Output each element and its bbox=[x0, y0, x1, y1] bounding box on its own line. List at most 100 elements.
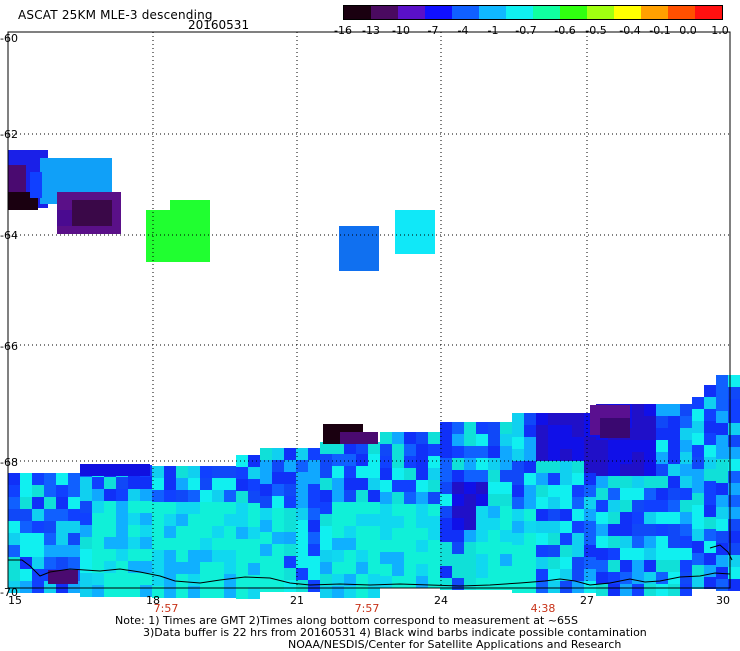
data-cell bbox=[464, 542, 476, 554]
data-cell bbox=[272, 472, 284, 484]
map-frame bbox=[7, 31, 731, 589]
data-cell bbox=[692, 469, 704, 481]
data-cell bbox=[116, 585, 128, 597]
data-cell bbox=[608, 584, 620, 596]
data-cell bbox=[524, 461, 536, 473]
data-cell bbox=[596, 452, 608, 464]
data-cell bbox=[464, 530, 476, 542]
data-cell bbox=[236, 551, 248, 563]
data-cell bbox=[8, 533, 20, 545]
data-cell bbox=[572, 497, 584, 509]
data-cell bbox=[92, 501, 104, 513]
data-cell bbox=[344, 538, 356, 550]
data-cell bbox=[536, 521, 548, 533]
data-cell bbox=[356, 454, 368, 466]
data-cell bbox=[128, 561, 140, 573]
data-cell bbox=[200, 490, 212, 502]
data-cell bbox=[704, 577, 716, 589]
data-cell bbox=[176, 550, 188, 562]
data-cell bbox=[284, 568, 296, 580]
data-cell bbox=[56, 533, 68, 545]
data-cell bbox=[560, 557, 572, 569]
data-cell bbox=[92, 525, 104, 537]
latitude-label: -68 bbox=[0, 456, 18, 469]
data-cell bbox=[620, 524, 632, 536]
data-cell bbox=[728, 471, 740, 483]
data-cell bbox=[620, 464, 632, 476]
data-cell bbox=[272, 532, 284, 544]
data-cell bbox=[128, 489, 140, 501]
data-cell bbox=[356, 526, 368, 538]
data-cell bbox=[344, 442, 356, 454]
data-cell bbox=[428, 468, 440, 480]
data-cell bbox=[428, 432, 440, 444]
data-cell bbox=[632, 404, 644, 416]
data-cell bbox=[656, 488, 668, 500]
map-title: ASCAT 25KM MLE-3 descending bbox=[18, 8, 213, 22]
data-cell bbox=[80, 464, 150, 476]
data-cell bbox=[596, 476, 608, 488]
data-cell bbox=[596, 548, 608, 560]
data-cell bbox=[728, 483, 740, 495]
data-cell bbox=[260, 532, 272, 544]
data-cell bbox=[152, 586, 164, 598]
data-cell bbox=[32, 485, 44, 497]
colorbar-swatch bbox=[371, 6, 398, 19]
data-cell bbox=[320, 562, 332, 574]
data-cell bbox=[128, 549, 140, 561]
data-cell bbox=[488, 554, 500, 566]
data-cell bbox=[668, 536, 680, 548]
data-cell bbox=[320, 454, 332, 466]
data-cell bbox=[48, 570, 78, 584]
data-cell bbox=[236, 491, 248, 503]
data-cell bbox=[428, 552, 440, 564]
data-cell bbox=[524, 425, 536, 437]
data-cell bbox=[644, 416, 656, 428]
data-cell bbox=[380, 516, 392, 528]
data-cell bbox=[224, 586, 236, 598]
data-cell bbox=[272, 544, 284, 556]
data-cell bbox=[104, 525, 116, 537]
data-cell bbox=[536, 413, 548, 425]
data-cell bbox=[260, 496, 272, 508]
data-cell bbox=[524, 497, 536, 509]
data-cell bbox=[44, 557, 56, 569]
longitude-label: 18 bbox=[146, 594, 160, 607]
data-cell bbox=[164, 538, 176, 550]
data-cell bbox=[512, 533, 524, 545]
data-cell bbox=[332, 466, 344, 478]
data-cell bbox=[344, 478, 356, 490]
data-cell bbox=[284, 472, 296, 484]
data-cell bbox=[512, 473, 524, 485]
data-cell bbox=[704, 505, 716, 517]
data-cell bbox=[380, 552, 392, 564]
data-cell bbox=[332, 574, 344, 586]
data-cell bbox=[296, 520, 308, 532]
data-cell bbox=[716, 435, 728, 447]
data-cell bbox=[392, 444, 404, 456]
data-cell bbox=[296, 496, 308, 508]
data-cell bbox=[57, 210, 72, 226]
data-cell bbox=[8, 485, 20, 497]
data-cell bbox=[716, 483, 728, 495]
data-cell bbox=[476, 494, 488, 506]
data-cell bbox=[608, 548, 620, 560]
data-cell bbox=[248, 527, 260, 539]
data-cell bbox=[704, 445, 716, 457]
data-cell bbox=[80, 549, 92, 561]
data-cell bbox=[632, 488, 644, 500]
data-cell bbox=[692, 397, 704, 409]
data-cell bbox=[272, 508, 284, 520]
data-cell bbox=[728, 423, 740, 435]
data-cell bbox=[548, 533, 560, 545]
data-cell bbox=[548, 413, 560, 425]
data-cell bbox=[380, 456, 392, 468]
data-cell bbox=[340, 432, 378, 444]
data-cell bbox=[428, 516, 440, 528]
data-cell bbox=[632, 572, 644, 584]
data-cell bbox=[68, 497, 80, 509]
data-cell bbox=[704, 565, 716, 577]
data-cell bbox=[176, 538, 188, 550]
data-cell bbox=[308, 532, 320, 544]
data-cell bbox=[260, 460, 272, 472]
